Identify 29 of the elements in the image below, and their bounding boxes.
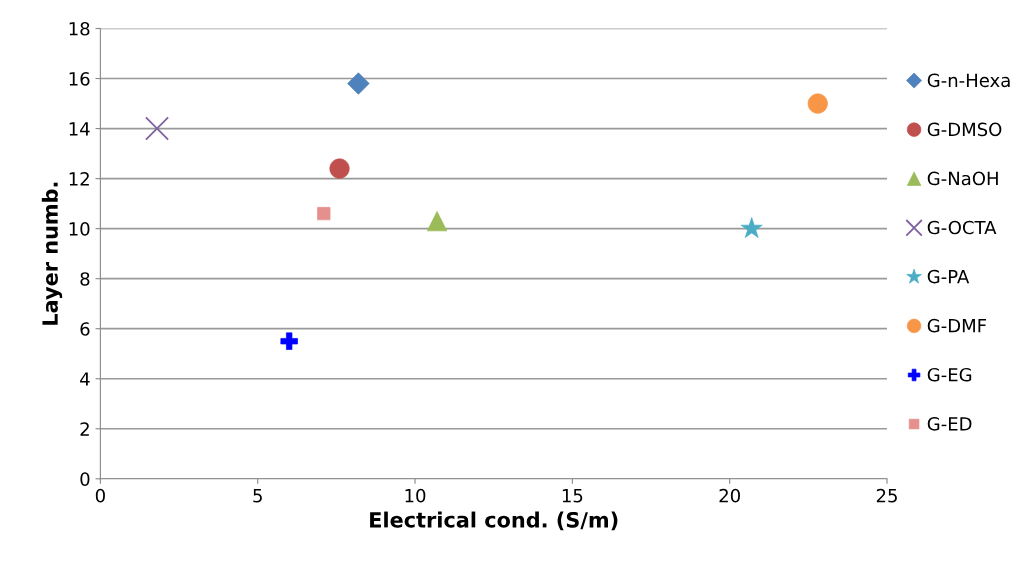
point <box>317 207 331 221</box>
point <box>426 211 448 232</box>
y-tick-label: 8 <box>80 272 90 286</box>
y-tick-label: 16 <box>69 71 90 86</box>
legend-label: G-EG <box>927 367 972 382</box>
legend-label: G-NaOH <box>927 171 998 186</box>
y-tick-label: 10 <box>69 222 90 236</box>
x-tick-label: 10 <box>405 488 426 503</box>
legend-label: G-DMF <box>927 318 987 333</box>
y-tick-label: 18 <box>69 21 90 36</box>
y-tick-label: 6 <box>80 322 90 336</box>
x-tick-label: 0 <box>95 488 105 503</box>
legend-label: G-n-Hexa <box>927 73 1010 88</box>
y-tick-label: 14 <box>69 122 90 136</box>
legend-label: G-OCTA <box>927 220 997 235</box>
legend-label: G-DMSO <box>927 122 1002 137</box>
legend-label: G-PA <box>927 269 970 284</box>
x-tick-label: 25 <box>876 488 897 503</box>
y-tick-label: 2 <box>80 422 89 436</box>
y-tick-label: 12 <box>69 172 89 186</box>
x-axis-title: Electrical cond. (S/m) <box>370 511 618 531</box>
y-tick-label: 4 <box>80 372 90 386</box>
x-tick-label: 5 <box>253 489 262 503</box>
y-tick-label: 0 <box>80 472 90 486</box>
x-tick-label: 20 <box>719 488 740 503</box>
x-tick-label: 15 <box>562 489 583 503</box>
y-axis-title: Layer numb. <box>41 182 63 325</box>
legend-label: G-ED <box>927 416 972 431</box>
point <box>145 116 170 141</box>
